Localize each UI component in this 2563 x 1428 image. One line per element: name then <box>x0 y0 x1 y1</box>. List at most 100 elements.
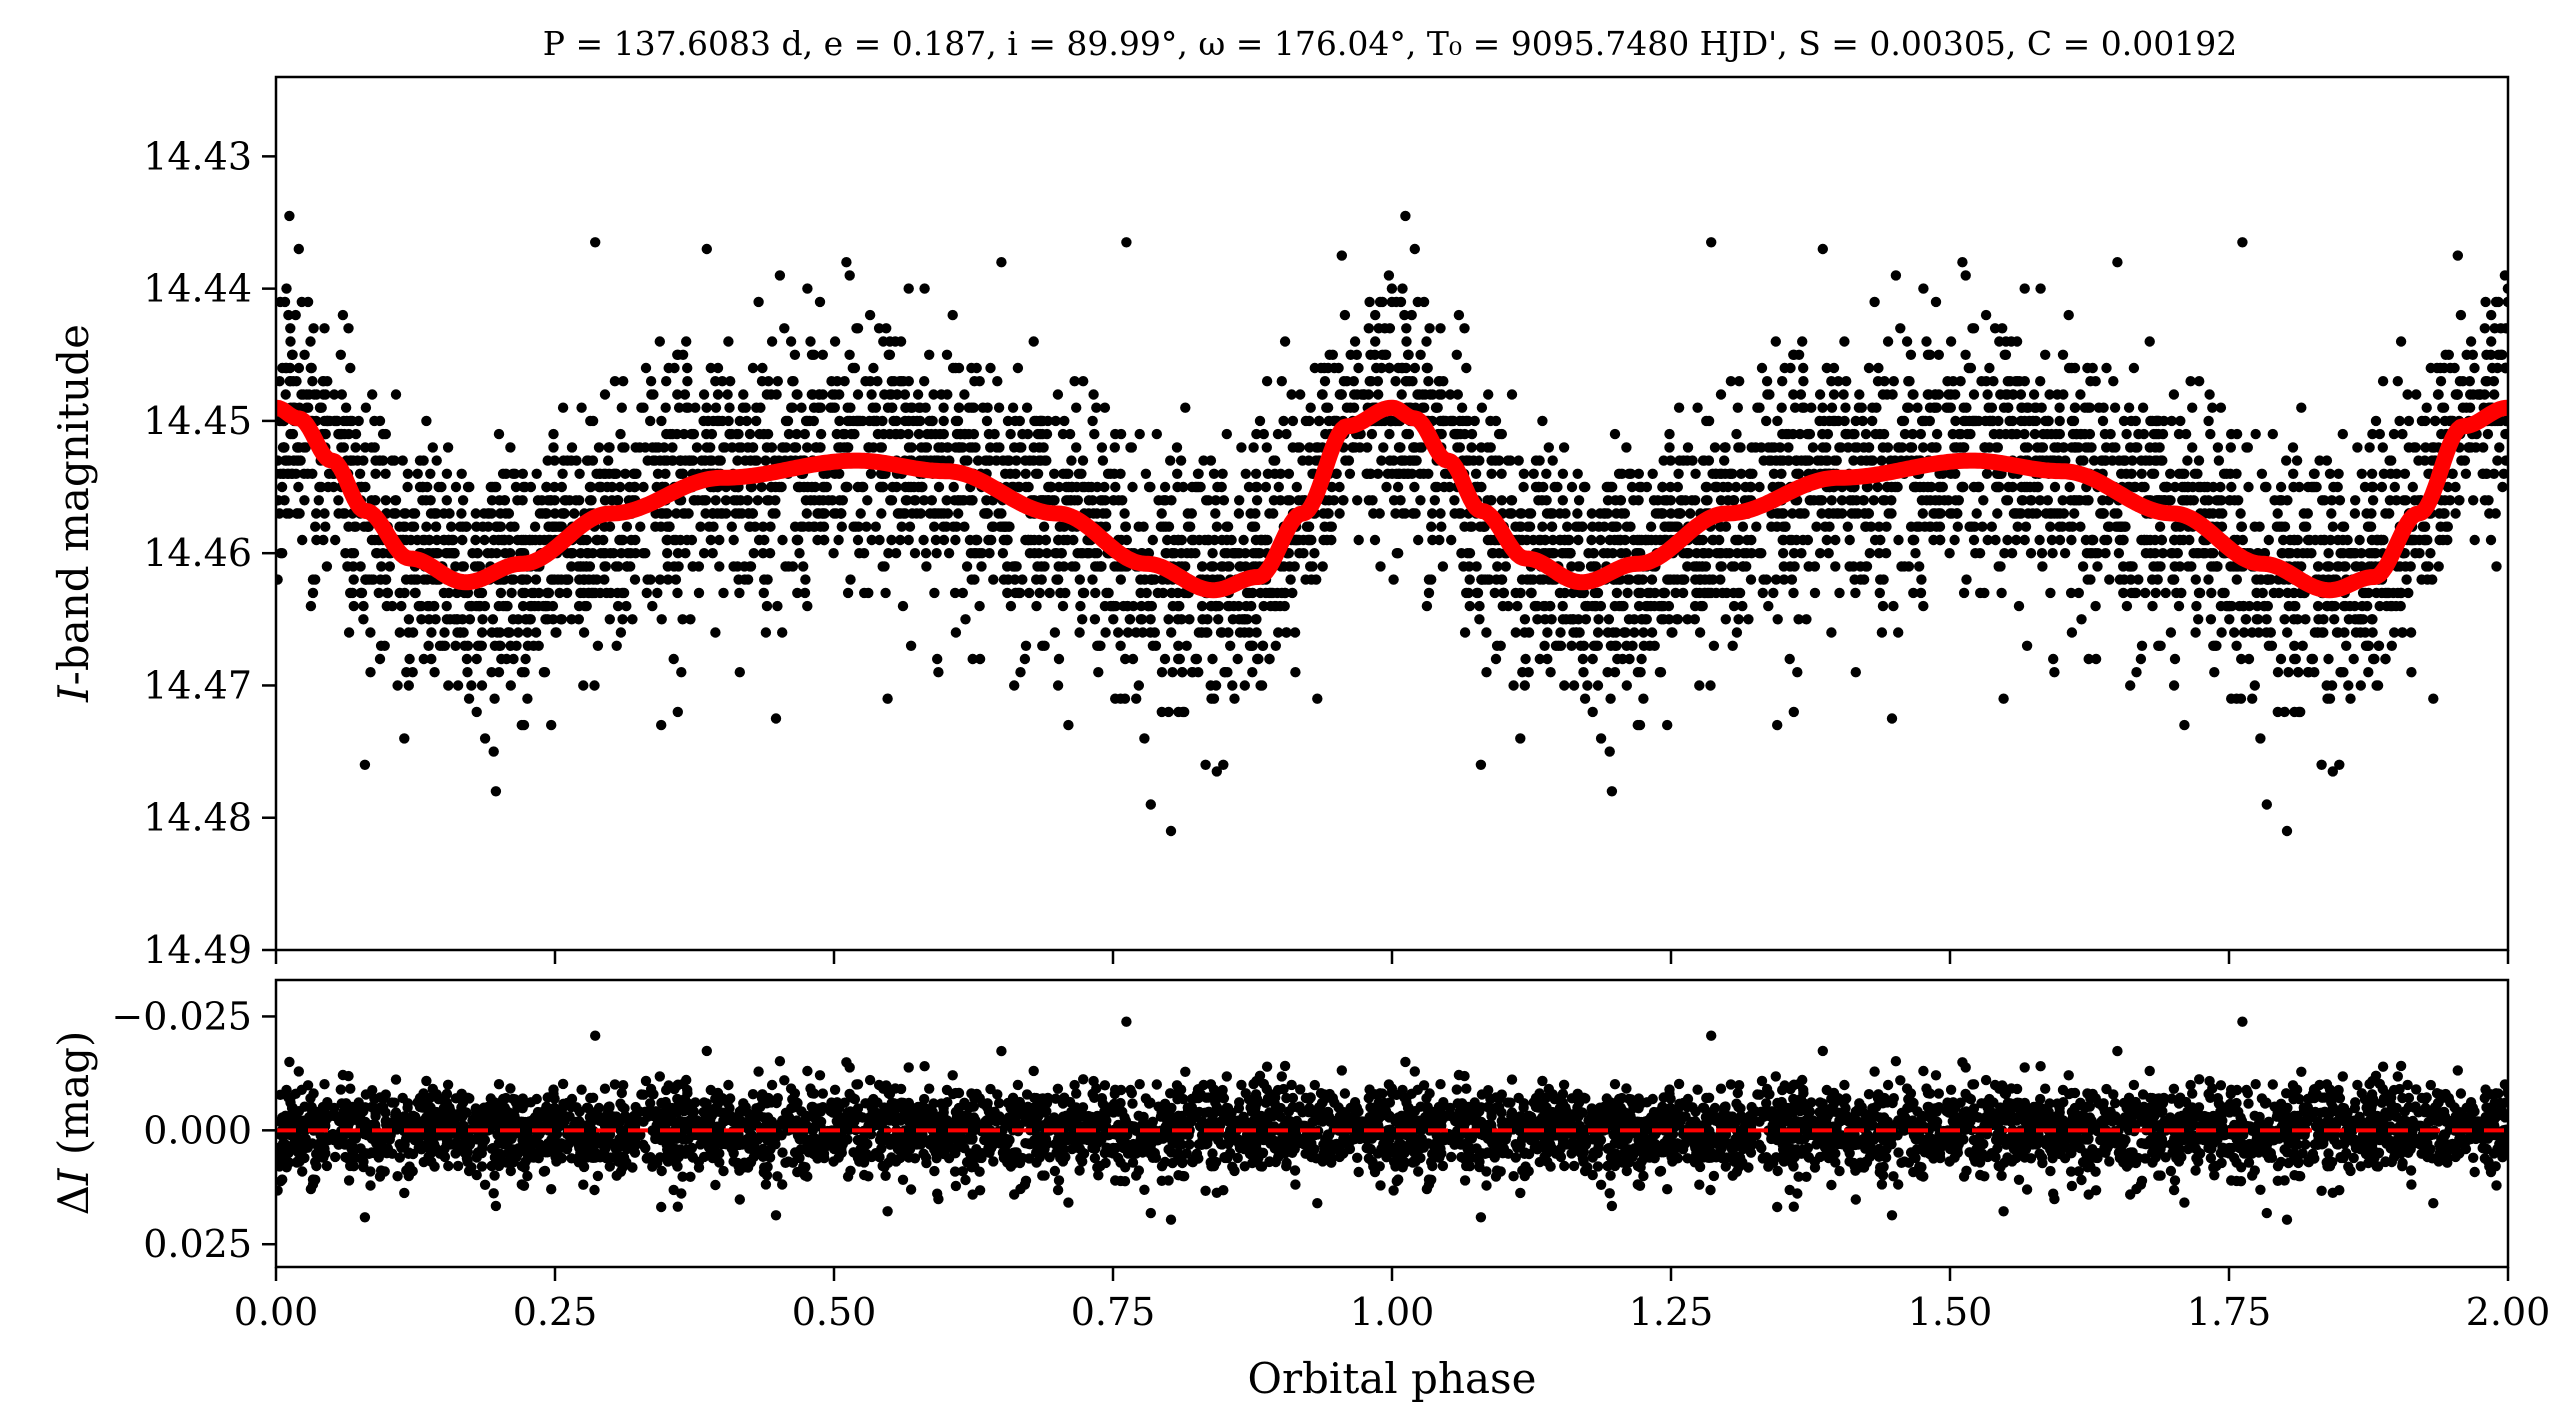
data-point <box>705 534 716 546</box>
data-point <box>280 362 291 374</box>
data-point <box>2083 653 2094 665</box>
data-point <box>1682 561 1693 572</box>
data-point <box>2386 640 2397 651</box>
data-point <box>839 376 850 387</box>
data-point <box>2388 428 2400 440</box>
data-point <box>2131 667 2142 678</box>
data-point <box>1807 442 1819 453</box>
data-point <box>1788 548 1800 559</box>
data-point <box>1474 614 1485 625</box>
data-point <box>1702 495 1713 506</box>
data-point <box>2429 415 2441 427</box>
data-point <box>1040 534 1052 546</box>
data-point <box>1456 402 1468 413</box>
data-point <box>1043 495 1054 506</box>
data-point <box>505 548 516 559</box>
data-point <box>1319 376 1331 387</box>
data-point <box>2366 468 2378 479</box>
data-point <box>843 442 854 453</box>
data-point <box>1709 442 1721 453</box>
data-point <box>1401 336 1412 347</box>
data-point <box>1171 442 1183 453</box>
data-point <box>1260 481 1272 493</box>
data-point <box>938 508 950 519</box>
data-point <box>2063 309 2074 321</box>
data-point <box>495 587 507 599</box>
data-point <box>394 587 405 599</box>
data-point <box>2413 455 2424 466</box>
data-point <box>294 508 305 519</box>
data-point <box>2101 362 2112 374</box>
data-point <box>1234 614 1245 625</box>
data-point <box>872 376 883 387</box>
data-point <box>1921 336 1932 347</box>
data-point <box>1691 548 1702 559</box>
data-point <box>392 680 403 691</box>
data-point <box>903 428 914 440</box>
data-point <box>2419 521 2431 532</box>
data-point <box>321 561 333 572</box>
data-point <box>766 336 778 347</box>
data-point <box>1289 561 1300 572</box>
data-point <box>1740 481 1751 493</box>
data-point <box>1014 415 1025 427</box>
data-point <box>1403 428 1415 440</box>
data-point <box>900 508 911 519</box>
data-point <box>291 455 303 466</box>
data-point <box>1839 415 1850 427</box>
data-point <box>1888 600 1899 612</box>
data-point <box>1276 376 1288 387</box>
data-point <box>1173 706 1184 718</box>
data-point <box>508 653 519 665</box>
data-point <box>473 600 484 612</box>
data-point <box>1472 587 1484 599</box>
data-point <box>926 495 937 506</box>
data-point <box>1492 561 1503 572</box>
data-point <box>595 548 606 559</box>
data-point <box>2373 640 2385 651</box>
data-point <box>984 548 995 559</box>
data-point <box>1567 587 1579 599</box>
data-point <box>592 640 604 651</box>
data-point <box>797 521 809 532</box>
data-point <box>2049 667 2060 678</box>
data-point <box>2370 415 2382 427</box>
data-point <box>439 627 450 638</box>
data-point <box>1510 587 1521 599</box>
data-point <box>403 627 414 638</box>
data-point <box>971 362 982 374</box>
data-point <box>1716 561 1728 572</box>
data-point <box>1163 614 1174 625</box>
data-point <box>1311 574 1322 585</box>
data-point <box>1814 389 1826 400</box>
data-point <box>2428 693 2439 704</box>
data-point <box>2481 468 2492 479</box>
data-point <box>954 442 965 453</box>
data-point <box>2159 495 2170 506</box>
data-point <box>2314 455 2325 466</box>
data-point <box>297 534 308 546</box>
data-point <box>348 600 359 612</box>
data-point <box>1450 428 1462 440</box>
data-point <box>1090 587 1101 599</box>
data-point <box>1175 455 1187 466</box>
data-point <box>1009 680 1020 691</box>
data-point <box>1664 442 1675 453</box>
data-point <box>1078 376 1089 387</box>
data-point <box>2027 508 2038 519</box>
data-point <box>1093 667 1104 678</box>
data-point <box>1632 719 1644 731</box>
data-point <box>1119 693 1131 704</box>
data-point <box>1528 468 1539 479</box>
data-point <box>522 693 533 704</box>
data-point <box>1058 534 1070 546</box>
data-point <box>473 587 484 599</box>
data-point <box>307 574 319 585</box>
data-point <box>2147 600 2158 612</box>
data-point <box>698 548 710 559</box>
data-point <box>933 442 944 453</box>
data-point <box>1052 389 1064 400</box>
data-point <box>1239 627 1250 638</box>
data-point <box>1506 495 1517 506</box>
data-point <box>479 733 491 744</box>
